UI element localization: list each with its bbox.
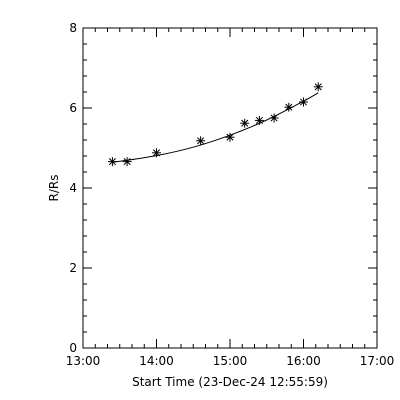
- data-point-marker: [240, 118, 250, 128]
- data-point-marker: [254, 115, 264, 125]
- x-tick-labels: 13:00 14:00 15:00 16:00 17:00: [66, 354, 395, 368]
- plot-frame: [82, 27, 378, 349]
- y-tick-label: 6: [69, 101, 77, 115]
- x-tick-label: 16:00: [286, 354, 321, 368]
- x-tick-label: 13:00: [66, 354, 101, 368]
- data-point-marker: [225, 132, 235, 142]
- data-point-marker: [269, 113, 279, 123]
- data-point-marker: [299, 97, 308, 107]
- x-tick-label: 15:00: [213, 354, 248, 368]
- minor-ticks: [82, 27, 378, 349]
- y-tick-label: 0: [69, 341, 77, 355]
- y-axis-label: R/Rs: [47, 175, 61, 202]
- x-axis-label: Start Time (23-Dec-24 12:55:59): [132, 375, 328, 389]
- data-point-marker: [196, 136, 206, 146]
- data-markers: [107, 82, 323, 167]
- x-tick-label: 14:00: [139, 354, 174, 368]
- fit-curve: [112, 92, 319, 163]
- x-tick-label: 17:00: [360, 354, 395, 368]
- y-tick-label: 2: [69, 261, 77, 275]
- y-tick-label: 8: [69, 21, 77, 35]
- data-point-marker: [152, 148, 161, 158]
- y-tick-labels: 0 2 4 6 8: [69, 21, 77, 355]
- data-point-marker: [122, 157, 132, 167]
- major-ticks: [82, 27, 378, 349]
- y-tick-label: 4: [69, 181, 77, 195]
- data-point-marker: [313, 82, 323, 92]
- data-point-marker: [107, 157, 117, 167]
- data-point-marker: [284, 102, 294, 112]
